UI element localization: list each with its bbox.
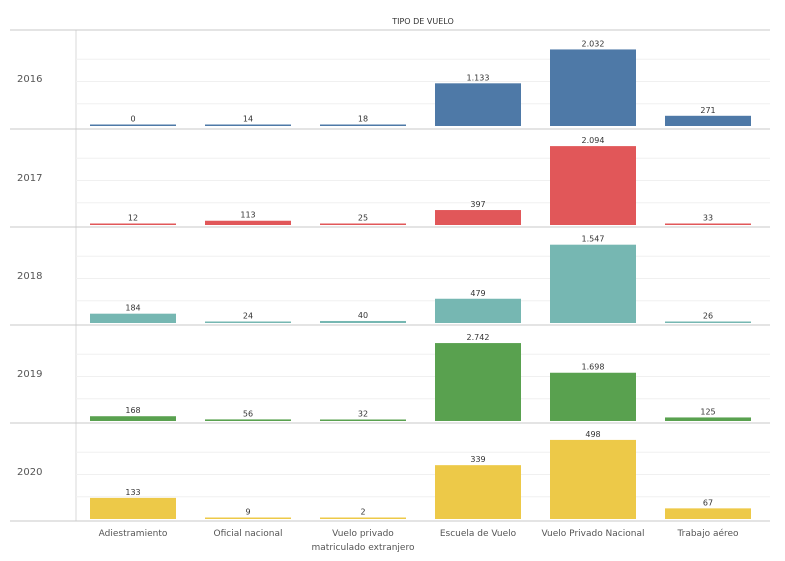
bar-2020-3[interactable] (435, 465, 521, 519)
bar-2019-3[interactable] (435, 343, 521, 421)
bar-2020-4[interactable] (550, 439, 636, 519)
bar-2017-5[interactable] (665, 223, 751, 226)
data-label-2018-4: 1.547 (582, 235, 605, 244)
x-tick-label-5: Trabajo aéreo (676, 528, 739, 539)
row-label-2019: 2019 (17, 369, 42, 380)
x-tick-label-line: Adiestramiento (99, 529, 168, 539)
bar-2016-0[interactable] (90, 124, 176, 127)
x-tick-label-line: matriculado extranjero (312, 543, 415, 553)
bar-2020-0[interactable] (90, 497, 176, 519)
x-tick-label-3: Escuela de Vuelo (440, 529, 517, 539)
row-label-2020: 2020 (17, 467, 42, 478)
bar-2020-1[interactable] (205, 517, 291, 520)
x-tick-label-line: Trabajo aéreo (676, 528, 739, 539)
data-label-2019-0: 168 (125, 406, 140, 415)
bar-2019-2[interactable] (320, 419, 406, 422)
data-label-2020-1: 9 (245, 508, 250, 517)
bar-2017-2[interactable] (320, 223, 406, 226)
x-tick-label-4: Vuelo Privado Nacional (542, 529, 645, 539)
data-label-2016-2: 18 (358, 115, 368, 124)
bar-2016-3[interactable] (435, 83, 521, 126)
bar-2019-0[interactable] (90, 416, 176, 421)
data-label-2020-2: 2 (360, 508, 365, 517)
data-label-2018-1: 24 (243, 312, 253, 321)
bar-2020-2[interactable] (320, 517, 406, 520)
data-label-2016-4: 2.032 (582, 39, 605, 48)
chart-title: TIPO DE VUELO (391, 17, 454, 26)
data-label-2020-5: 67 (703, 498, 713, 507)
data-label-2018-0: 184 (125, 304, 140, 313)
bar-2020-5[interactable] (665, 508, 751, 519)
row-label-2018: 2018 (17, 271, 42, 282)
x-tick-label-line: Vuelo Privado Nacional (542, 529, 645, 539)
data-label-2016-3: 1.133 (467, 73, 490, 82)
data-label-2017-5: 33 (703, 214, 713, 223)
data-label-2019-5: 125 (700, 407, 715, 416)
data-label-2017-1: 113 (240, 211, 255, 220)
x-tick-label-line: Escuela de Vuelo (440, 529, 517, 539)
bar-2018-4[interactable] (550, 244, 636, 323)
bar-2018-2[interactable] (320, 320, 406, 323)
bar-2017-4[interactable] (550, 146, 636, 225)
data-label-2020-0: 133 (125, 488, 140, 497)
bar-2019-5[interactable] (665, 417, 751, 421)
row-label-2016: 2016 (17, 74, 42, 85)
bar-2016-1[interactable] (205, 124, 291, 127)
data-label-2020-3: 339 (470, 455, 485, 464)
data-label-2019-3: 2.742 (467, 333, 490, 342)
bar-2017-3[interactable] (435, 210, 521, 225)
data-label-2020-4: 498 (585, 430, 600, 439)
bar-2018-5[interactable] (665, 321, 751, 324)
bar-2019-1[interactable] (205, 419, 291, 421)
bar-2019-4[interactable] (550, 372, 636, 421)
x-tick-label-2: Vuelo privado matriculado extranjero (312, 529, 415, 553)
bar-2018-3[interactable] (435, 298, 521, 323)
x-tick-label-0: Adiestramiento (99, 529, 168, 539)
bar-2018-1[interactable] (205, 321, 291, 324)
data-label-2016-5: 271 (700, 106, 715, 115)
data-label-2018-2: 40 (358, 311, 368, 320)
data-label-2016-1: 14 (243, 115, 253, 124)
row-label-2017: 2017 (17, 173, 42, 184)
data-label-2019-1: 56 (243, 409, 253, 418)
data-label-2017-0: 12 (128, 214, 138, 223)
x-tick-label-1: Oficial nacional (214, 529, 283, 539)
bar-2018-0[interactable] (90, 313, 176, 323)
data-label-2018-3: 479 (470, 289, 485, 298)
data-label-2017-2: 25 (358, 214, 368, 223)
data-label-2016-0: 0 (130, 115, 135, 124)
bar-2016-2[interactable] (320, 124, 406, 127)
bar-2016-5[interactable] (665, 115, 751, 126)
data-label-2018-5: 26 (703, 312, 713, 321)
data-label-2019-4: 1.698 (582, 363, 605, 372)
data-label-2017-4: 2.094 (582, 136, 605, 145)
x-tick-label-line: Oficial nacional (214, 529, 283, 539)
data-label-2019-2: 32 (358, 410, 368, 419)
x-tick-label-line: Vuelo privado (332, 529, 394, 539)
bar-2016-4[interactable] (550, 49, 636, 126)
bar-2017-0[interactable] (90, 223, 176, 226)
data-label-2017-3: 397 (470, 200, 485, 209)
bar-2017-1[interactable] (205, 220, 291, 225)
